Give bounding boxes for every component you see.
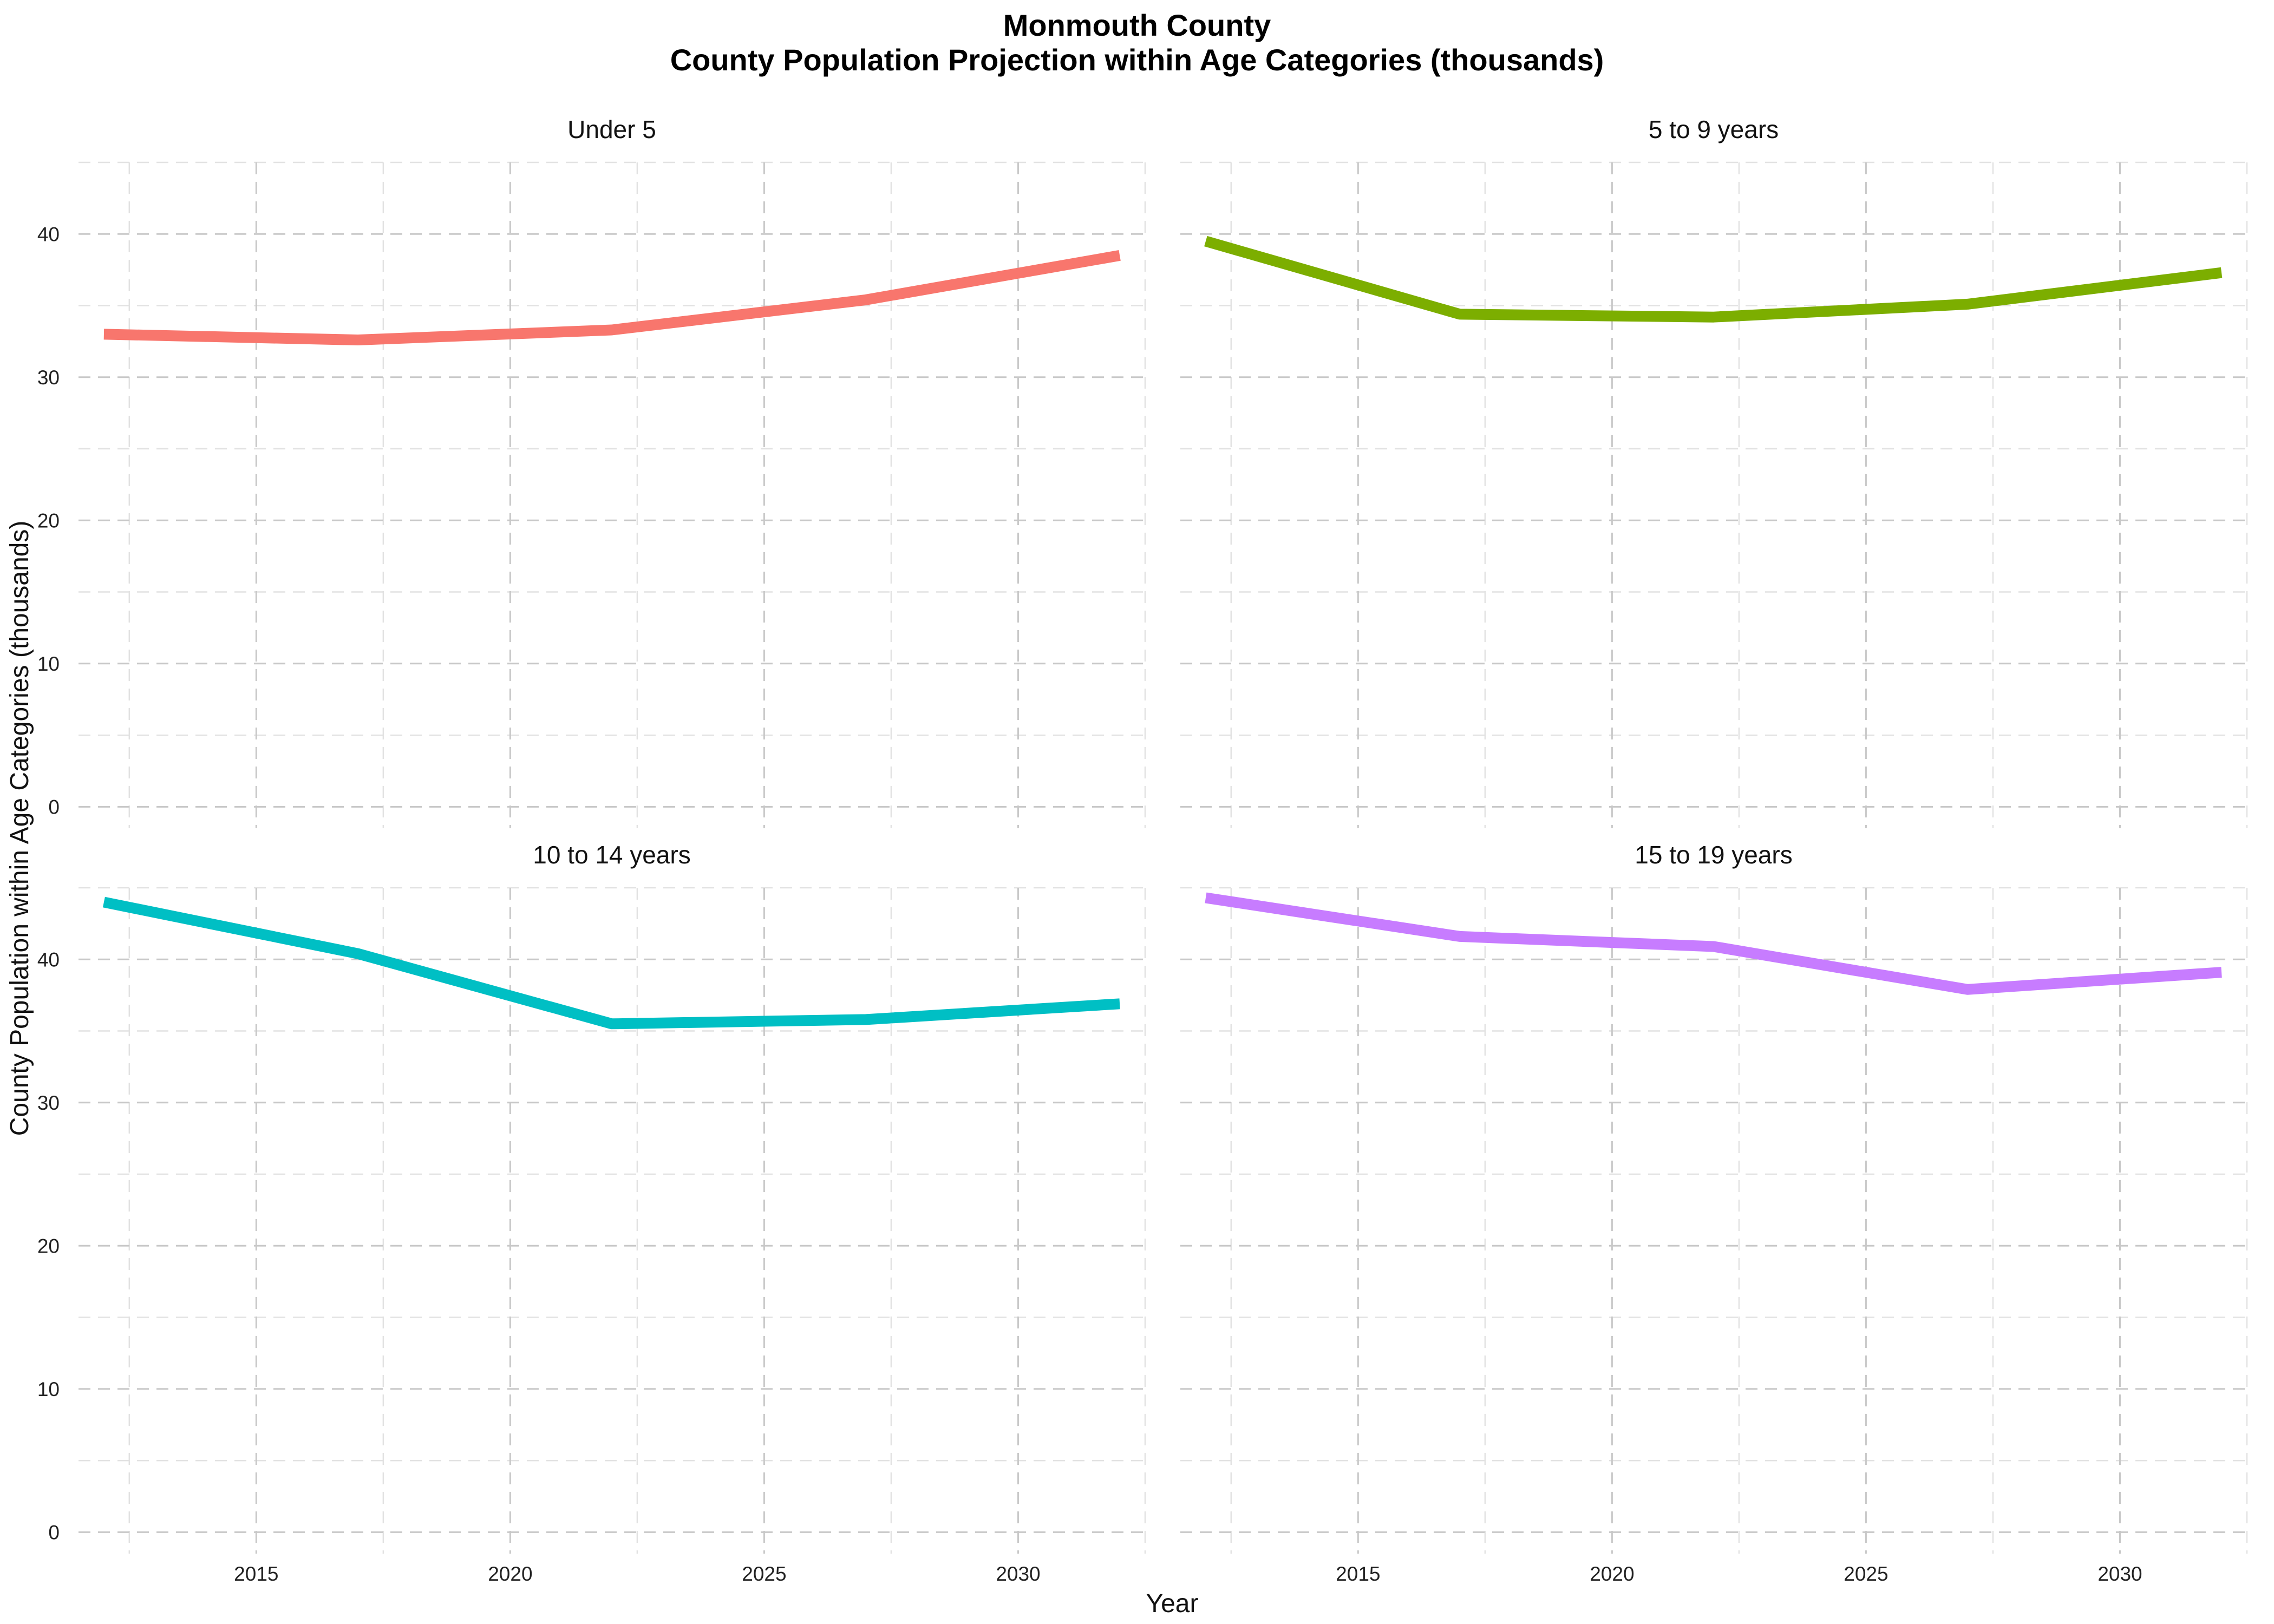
x-tick-label: 2030 [2097, 1563, 2142, 1585]
chart-title: Monmouth County [1003, 8, 1271, 42]
facet-label: Under 5 [567, 115, 656, 143]
facet-panel: Under 5 0 10 20 30 40 [37, 115, 1146, 828]
y-tick-label: 0 [48, 796, 60, 818]
facet-label: 15 to 19 years [1635, 841, 1793, 869]
facet-label: 5 to 9 years [1649, 115, 1779, 143]
series-line [1205, 892, 2222, 995]
y-tick-label: 10 [37, 653, 60, 675]
y-tick-label: 0 [48, 1521, 60, 1543]
y-tick-label: 40 [37, 948, 60, 971]
y-tick-label: 30 [37, 366, 60, 389]
series-line [102, 896, 1120, 1030]
series-line [1204, 235, 2223, 323]
x-axis-label: Year [1146, 1589, 1199, 1618]
x-tick-label: 2025 [742, 1563, 786, 1585]
y-tick-label: 20 [37, 509, 60, 532]
y-tick-label: 30 [37, 1092, 60, 1114]
y-tick-label: 40 [37, 223, 60, 245]
y-axis-label: County Population within Age Categories … [5, 521, 34, 1136]
chart-subtitle: County Population Projection within Age … [670, 43, 1604, 77]
facet-panel: 15 to 19 years 2015 2020 2025 2030 [1180, 841, 2248, 1585]
facet-label: 10 to 14 years [533, 841, 691, 869]
series-line [103, 250, 1121, 345]
x-tick-label: 2025 [1844, 1563, 1888, 1585]
y-tick-label: 10 [37, 1378, 60, 1400]
x-tick-label: 2015 [234, 1563, 278, 1585]
y-tick-label: 20 [37, 1235, 60, 1257]
facet-panel: 5 to 9 years [1180, 115, 2248, 828]
x-tick-label: 2015 [1336, 1563, 1380, 1585]
x-tick-label: 2020 [488, 1563, 532, 1585]
x-tick-label: 2030 [996, 1563, 1040, 1585]
x-tick-label: 2020 [1590, 1563, 1634, 1585]
